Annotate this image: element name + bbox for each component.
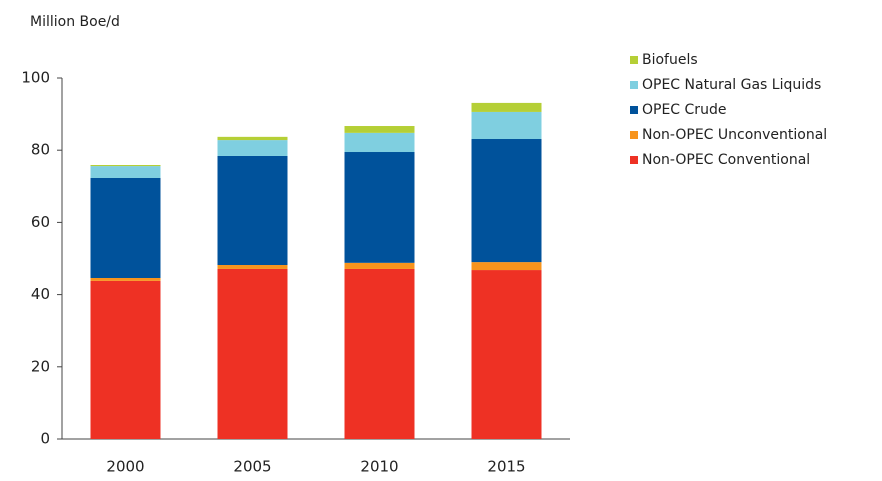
bar-segment <box>90 165 161 167</box>
bar-segment <box>471 111 542 140</box>
bar-segment <box>90 177 161 278</box>
bar-segment <box>344 152 415 263</box>
bar-segment <box>471 102 542 112</box>
bar-segment <box>217 140 288 156</box>
y-tick-label: 20 <box>31 357 50 375</box>
bar-segment <box>344 268 415 439</box>
legend-label: Biofuels <box>642 52 698 68</box>
y-axis-label: Million Boe/d <box>30 14 120 30</box>
x-tick-label: 2000 <box>106 458 144 476</box>
y-tick-label: 80 <box>31 141 50 159</box>
y-tick-label: 100 <box>21 69 50 87</box>
bar-segment <box>217 136 288 141</box>
bar-segment <box>344 132 415 153</box>
bar-segment <box>344 262 415 269</box>
x-tick-label: 2005 <box>233 458 271 476</box>
bar-segment <box>217 268 288 439</box>
legend-swatch <box>630 131 638 139</box>
bar-segment <box>90 280 161 439</box>
bar-segment <box>90 277 161 281</box>
bar-segment <box>471 139 542 263</box>
x-tick-label: 2010 <box>360 458 398 476</box>
y-tick-label: 0 <box>40 430 50 448</box>
bar-segment <box>344 126 415 133</box>
legend-swatch <box>630 106 638 114</box>
legend-swatch <box>630 81 638 89</box>
legend-label: Non-OPEC Conventional <box>642 152 810 168</box>
legend-swatch <box>630 156 638 164</box>
bar-segment <box>90 166 161 178</box>
legend-swatch <box>630 56 638 64</box>
bar-segment <box>217 155 288 265</box>
bar-segment <box>471 270 542 439</box>
y-tick-label: 40 <box>31 285 50 303</box>
y-tick-label: 60 <box>31 213 50 231</box>
bar-segment <box>217 264 288 269</box>
legend-label: Non-OPEC Unconventional <box>642 127 827 143</box>
x-tick-label: 2015 <box>487 458 525 476</box>
legend-label: OPEC Crude <box>642 102 726 118</box>
legend-label: OPEC Natural Gas Liquids <box>642 77 821 93</box>
bar-segment <box>471 262 542 271</box>
